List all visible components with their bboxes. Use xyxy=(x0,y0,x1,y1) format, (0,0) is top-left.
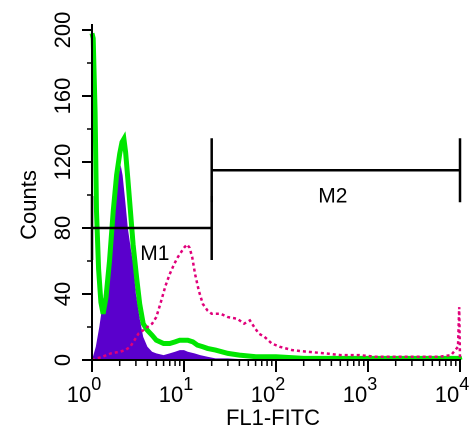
x-axis-title: FL1-FITC xyxy=(226,405,320,430)
histogram-series-0-area xyxy=(92,165,460,360)
histogram-series-2-dotted-line xyxy=(91,242,462,362)
y-tick-label-2: 80 xyxy=(50,216,75,240)
y-tick-label-0: 0 xyxy=(50,354,75,366)
data-layer xyxy=(89,32,463,362)
x-tick-label-1: 101 xyxy=(159,374,194,407)
y-tick-label-3: 120 xyxy=(50,144,75,181)
marker-m1-label: M1 xyxy=(140,242,169,265)
x-tick-label-0: 100 xyxy=(67,374,102,407)
ticks-layer: 100 101 102 103 104 0 40 80 120 160 200 xyxy=(50,12,469,407)
marker-m2-label: M2 xyxy=(318,184,347,207)
x-tick-label-3: 103 xyxy=(343,374,378,407)
x-tick-label-2: 102 xyxy=(251,374,286,407)
histogram-series-1-line xyxy=(89,32,463,361)
y-axis-title: Counts xyxy=(16,170,41,240)
y-tick-label-5: 200 xyxy=(50,12,75,49)
y-tick-label-4: 160 xyxy=(50,78,75,115)
y-tick-label-1: 40 xyxy=(50,282,75,306)
x-tick-label-4: 104 xyxy=(435,374,470,407)
marker-layer: M1 M2 xyxy=(90,138,462,265)
axes-layer xyxy=(91,24,461,361)
